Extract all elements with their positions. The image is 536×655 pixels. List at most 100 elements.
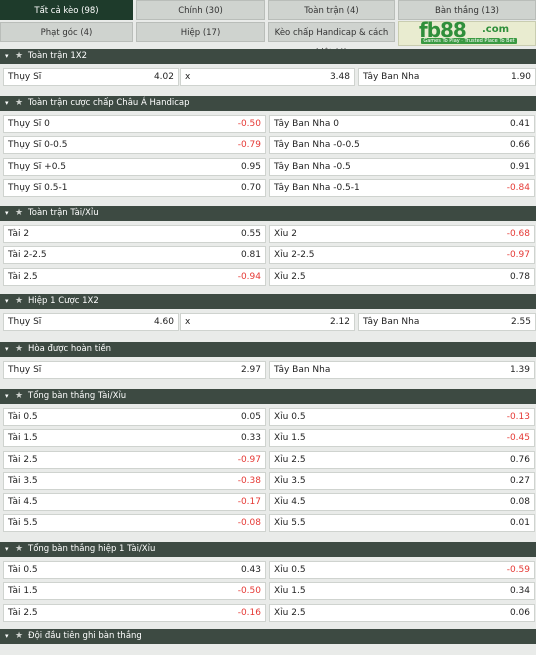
chevron-down-icon[interactable]: ▾	[5, 545, 9, 553]
chevron-down-icon[interactable]: ▾	[5, 297, 9, 305]
odds-cell[interactable]: Tài 2.5 -0.94	[3, 268, 266, 286]
odds-cell[interactable]: Tài 4.5 -0.17	[3, 493, 266, 511]
odds-value: -0.97	[237, 455, 261, 465]
tab-halves[interactable]: Hiệp (17)	[136, 22, 265, 42]
odds-cell[interactable]: Thụy Sĩ 4.60	[3, 313, 179, 331]
tab-goals[interactable]: Bàn thắng (13)	[398, 0, 536, 20]
section-header-tong-ban-thang-tai-xiu[interactable]: ▾ ★ Tổng bàn thắng Tài/Xỉu	[0, 389, 536, 404]
selection-name: Tài 2.5	[8, 608, 38, 618]
odds-cell[interactable]: Xỉu 0.5 -0.13	[269, 408, 535, 426]
odds-cell[interactable]: Tây Ban Nha 0 0.41	[269, 115, 535, 133]
selection-name: Thụy Sĩ	[8, 365, 42, 375]
odds-value: -0.68	[506, 229, 530, 239]
odds-cell[interactable]: Xỉu 3.5 0.27	[269, 472, 535, 490]
odds-cell[interactable]: Tài 2-2.5 0.81	[3, 246, 266, 264]
odds-cell[interactable]: Xỉu 1.5 0.34	[269, 582, 535, 600]
tab-all[interactable]: Tất cả kèo (98)	[0, 0, 133, 20]
selection-name: Tây Ban Nha -0.5-1	[274, 183, 360, 193]
odds-cell[interactable]: x 3.48	[180, 68, 355, 86]
odds-cell[interactable]: Thụy Sĩ 0-0.5 -0.79	[3, 136, 266, 154]
odds-cell[interactable]: Xỉu 2.5 0.78	[269, 268, 535, 286]
section-header-tong-ban-thang-hiep-1-tai-xiu[interactable]: ▾ ★ Tổng bàn thắng hiệp 1 Tài/Xỉu	[0, 542, 536, 557]
odds-cell[interactable]: Tây Ban Nha 2.55	[358, 313, 536, 331]
odds-value: 0.05	[240, 412, 261, 422]
star-icon[interactable]: ★	[15, 208, 24, 218]
star-icon[interactable]: ★	[15, 296, 24, 306]
selection-name: Tây Ban Nha	[274, 365, 331, 375]
selection-name: Thụy Sĩ	[8, 317, 42, 327]
odds-cell[interactable]: Tài 0.5 0.05	[3, 408, 266, 426]
section-header-toan-tran-tai-xiu[interactable]: ▾ ★ Toàn trận Tài/Xỉu	[0, 206, 536, 221]
odds-cell[interactable]: Thụy Sĩ 4.02	[3, 68, 179, 86]
section-title: Toàn trận cược chấp Châu Á Handicap	[28, 98, 190, 108]
odds-cell[interactable]: Xỉu 5.5 0.01	[269, 514, 535, 532]
odds-cell[interactable]: Tài 3.5 -0.38	[3, 472, 266, 490]
odds-cell[interactable]: Tài 1.5 -0.50	[3, 582, 266, 600]
chevron-down-icon[interactable]: ▾	[5, 99, 9, 107]
fb88-logo[interactable]: fb88 .com Games To Play · Trusted Place …	[398, 18, 536, 46]
odds-value: 0.34	[509, 586, 530, 596]
odds-cell[interactable]: Tây Ban Nha -0.5-1 -0.84	[269, 179, 535, 197]
odds-value: -0.97	[506, 250, 530, 260]
star-icon[interactable]: ★	[15, 631, 24, 641]
odds-cell[interactable]: Tài 0.5 0.43	[3, 561, 266, 579]
section-title: Toàn trận Tài/Xỉu	[28, 208, 99, 218]
selection-name: Xỉu 2.5	[274, 272, 306, 282]
odds-cell[interactable]: Xỉu 4.5 0.08	[269, 493, 535, 511]
star-icon[interactable]: ★	[15, 51, 24, 61]
star-icon[interactable]: ★	[15, 98, 24, 108]
selection-name: Tài 0.5	[8, 412, 38, 422]
chevron-down-icon[interactable]: ▾	[5, 632, 9, 640]
tab-main[interactable]: Chính (30)	[136, 0, 265, 20]
odds-cell[interactable]: Tài 2.5 -0.16	[3, 604, 266, 622]
odds-value: -0.50	[237, 586, 261, 596]
selection-name: Thụy Sĩ 0-0.5	[8, 140, 68, 150]
chevron-down-icon[interactable]: ▾	[5, 392, 9, 400]
chevron-down-icon[interactable]: ▾	[5, 209, 9, 217]
star-icon[interactable]: ★	[15, 344, 24, 354]
section-header-hiep-1-cuoc-1x2[interactable]: ▾ ★ Hiệp 1 Cược 1X2	[0, 294, 536, 309]
odds-value: -0.84	[506, 183, 530, 193]
odds-value: 3.48	[329, 72, 350, 82]
odds-cell[interactable]: Thụy Sĩ 0.5-1 0.70	[3, 179, 266, 197]
odds-value: 0.06	[509, 608, 530, 618]
odds-value: 0.81	[240, 250, 261, 260]
selection-name: Tài 5.5	[8, 518, 38, 528]
section-header-toan-tran-cuoc-chap-chau-a-handicap[interactable]: ▾ ★ Toàn trận cược chấp Châu Á Handicap	[0, 96, 536, 111]
odds-cell[interactable]: Xỉu 2.5 0.76	[269, 451, 535, 469]
odds-cell[interactable]: Xỉu 2.5 0.06	[269, 604, 535, 622]
section-header-doi-dau-tien-ghi-ban-thang[interactable]: ▾ ★ Đội đầu tiên ghi bàn thắng	[0, 629, 536, 644]
odds-cell[interactable]: Thụy Sĩ +0.5 0.95	[3, 158, 266, 176]
odds-cell[interactable]: x 2.12	[180, 313, 355, 331]
chevron-down-icon[interactable]: ▾	[5, 52, 9, 60]
selection-name: Tây Ban Nha -0.5	[274, 162, 351, 172]
odds-cell[interactable]: Tây Ban Nha 1.39	[269, 361, 535, 379]
odds-cell[interactable]: Tây Ban Nha 1.90	[358, 68, 536, 86]
chevron-down-icon[interactable]: ▾	[5, 345, 9, 353]
selection-name: Tây Ban Nha	[363, 72, 420, 82]
selection-name: Thụy Sĩ 0	[8, 119, 50, 129]
section-title: Hòa được hoàn tiền	[28, 344, 112, 354]
section-header-hoa-duoc-hoan-tien[interactable]: ▾ ★ Hòa được hoàn tiền	[0, 342, 536, 357]
section-header-toan-tran-1x2[interactable]: ▾ ★ Toàn trận 1X2	[0, 49, 536, 64]
odds-cell[interactable]: Xỉu 1.5 -0.45	[269, 429, 535, 447]
odds-value: 2.55	[510, 317, 531, 327]
star-icon[interactable]: ★	[15, 391, 24, 401]
odds-cell[interactable]: Xỉu 2-2.5 -0.97	[269, 246, 535, 264]
tab-full-match[interactable]: Toàn trận (4)	[268, 0, 395, 20]
odds-cell[interactable]: Tây Ban Nha -0-0.5 0.66	[269, 136, 535, 154]
star-icon[interactable]: ★	[15, 544, 24, 554]
odds-cell[interactable]: Thụy Sĩ 2.97	[3, 361, 266, 379]
odds-value: 0.33	[240, 433, 261, 443]
odds-value: 2.12	[329, 317, 350, 327]
odds-cell[interactable]: Tây Ban Nha -0.5 0.91	[269, 158, 535, 176]
odds-cell[interactable]: Tài 2 0.55	[3, 225, 266, 243]
odds-cell[interactable]: Xỉu 2 -0.68	[269, 225, 535, 243]
odds-cell[interactable]: Thụy Sĩ 0 -0.50	[3, 115, 266, 133]
odds-cell[interactable]: Xỉu 0.5 -0.59	[269, 561, 535, 579]
odds-cell[interactable]: Tài 2.5 -0.97	[3, 451, 266, 469]
odds-cell[interactable]: Tài 1.5 0.33	[3, 429, 266, 447]
tab-handicap[interactable]: Kèo chấp Handicap & cách biệt (4)	[268, 22, 395, 58]
odds-cell[interactable]: Tài 5.5 -0.08	[3, 514, 266, 532]
tab-corners[interactable]: Phạt góc (4)	[0, 22, 133, 42]
